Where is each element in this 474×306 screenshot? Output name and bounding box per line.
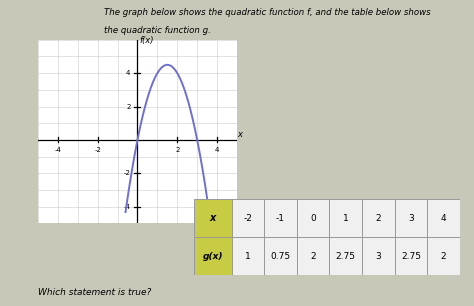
Text: Which statement is true?: Which statement is true? [38,288,151,297]
Text: -2: -2 [124,170,130,176]
Text: g(x): g(x) [203,252,223,261]
Text: 4: 4 [441,214,447,222]
Bar [427,237,460,275]
Bar [297,237,329,275]
Text: -1: -1 [276,214,285,222]
Text: x: x [237,130,242,140]
Text: f(x): f(x) [140,36,155,45]
Text: The graph below shows the quadratic function f, and the table below shows: The graph below shows the quadratic func… [104,8,431,17]
Bar [194,199,231,237]
Text: 1: 1 [245,252,251,261]
Text: 2: 2 [441,252,447,261]
Text: 2: 2 [310,252,316,261]
Bar [194,237,231,275]
Bar [297,199,329,237]
Text: 2.75: 2.75 [336,252,356,261]
Text: x: x [210,213,216,223]
Text: the quadratic function g.: the quadratic function g. [104,26,211,35]
Text: -2: -2 [94,147,101,153]
Text: 2.75: 2.75 [401,252,421,261]
Text: 2: 2 [126,103,130,110]
Text: 2: 2 [375,214,381,222]
Bar [362,199,394,237]
Text: 0: 0 [310,214,316,222]
Bar [394,237,427,275]
Bar [264,237,297,275]
Bar [329,199,362,237]
Text: -4: -4 [124,204,130,210]
Text: 4: 4 [215,147,219,153]
Text: -4: -4 [55,147,61,153]
Bar [231,199,264,237]
Text: 1: 1 [343,214,348,222]
Text: 3: 3 [408,214,414,222]
Bar [329,237,362,275]
Text: -2: -2 [243,214,252,222]
Bar [394,199,427,237]
Text: 2: 2 [175,147,180,153]
Text: 0.75: 0.75 [270,252,291,261]
Bar [427,199,460,237]
Text: 3: 3 [375,252,381,261]
Bar [264,199,297,237]
Text: 4: 4 [126,70,130,76]
Bar [362,237,394,275]
Bar [231,237,264,275]
